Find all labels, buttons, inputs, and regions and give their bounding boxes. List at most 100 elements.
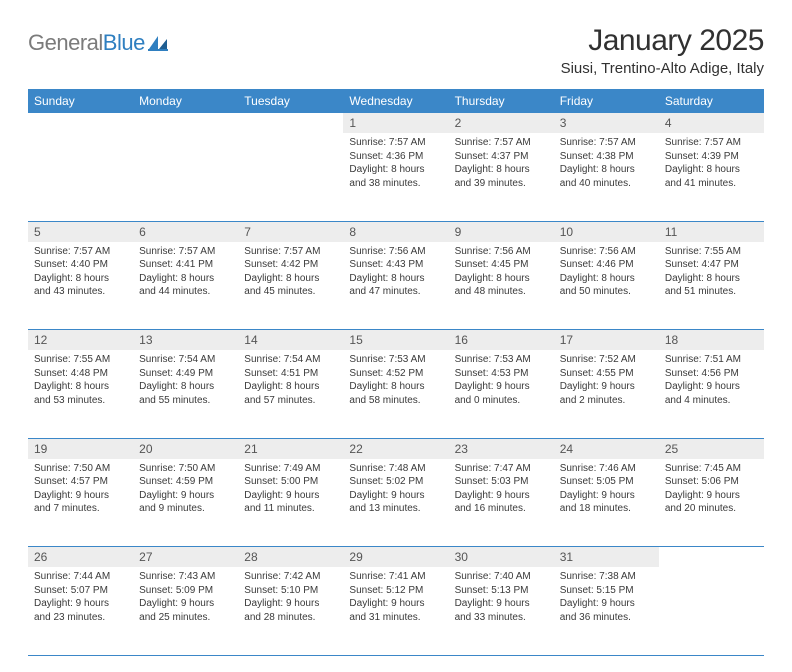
day-number: 13 (133, 330, 238, 351)
day-cell: Sunrise: 7:57 AM Sunset: 4:39 PM Dayligh… (659, 133, 764, 221)
day-detail: Sunrise: 7:44 AM Sunset: 5:07 PM Dayligh… (34, 570, 127, 624)
day-detail: Sunrise: 7:57 AM Sunset: 4:40 PM Dayligh… (34, 245, 127, 299)
weekday-header: Tuesday (238, 89, 343, 113)
day-number: 4 (659, 113, 764, 133)
day-detail: Sunrise: 7:57 AM Sunset: 4:39 PM Dayligh… (665, 136, 758, 190)
day-number: 3 (554, 113, 659, 133)
day-cell: Sunrise: 7:42 AM Sunset: 5:10 PM Dayligh… (238, 567, 343, 655)
brand-logo: GeneralBlue (28, 30, 169, 56)
day-number: 8 (343, 221, 448, 242)
day-detail: Sunrise: 7:48 AM Sunset: 5:02 PM Dayligh… (349, 462, 442, 516)
day-cell: Sunrise: 7:53 AM Sunset: 4:53 PM Dayligh… (449, 350, 554, 438)
day-number: 11 (659, 221, 764, 242)
page-subtitle: Siusi, Trentino-Alto Adige, Italy (561, 60, 764, 77)
day-cell: Sunrise: 7:47 AM Sunset: 5:03 PM Dayligh… (449, 459, 554, 547)
daynum-row: 567891011 (28, 221, 764, 242)
day-cell: Sunrise: 7:57 AM Sunset: 4:42 PM Dayligh… (238, 242, 343, 330)
day-cell: Sunrise: 7:48 AM Sunset: 5:02 PM Dayligh… (343, 459, 448, 547)
daynum-row: 19202122232425 (28, 438, 764, 459)
day-number: 5 (28, 221, 133, 242)
header-right: January 2025 Siusi, Trentino-Alto Adige,… (561, 24, 764, 77)
day-cell: Sunrise: 7:57 AM Sunset: 4:37 PM Dayligh… (449, 133, 554, 221)
page-title: January 2025 (561, 24, 764, 58)
weekday-header: Thursday (449, 89, 554, 113)
day-cell: Sunrise: 7:45 AM Sunset: 5:06 PM Dayligh… (659, 459, 764, 547)
day-number: 14 (238, 330, 343, 351)
day-detail: Sunrise: 7:56 AM Sunset: 4:46 PM Dayligh… (560, 245, 653, 299)
day-cell: Sunrise: 7:38 AM Sunset: 5:15 PM Dayligh… (554, 567, 659, 655)
day-cell: Sunrise: 7:40 AM Sunset: 5:13 PM Dayligh… (449, 567, 554, 655)
day-detail: Sunrise: 7:54 AM Sunset: 4:51 PM Dayligh… (244, 353, 337, 407)
day-number: 17 (554, 330, 659, 351)
calendar-body: 1234Sunrise: 7:57 AM Sunset: 4:36 PM Day… (28, 113, 764, 655)
brand-name: GeneralBlue (28, 30, 145, 56)
week-row: Sunrise: 7:55 AM Sunset: 4:48 PM Dayligh… (28, 350, 764, 438)
day-detail: Sunrise: 7:57 AM Sunset: 4:38 PM Dayligh… (560, 136, 653, 190)
day-cell: Sunrise: 7:57 AM Sunset: 4:36 PM Dayligh… (343, 133, 448, 221)
day-cell: Sunrise: 7:51 AM Sunset: 4:56 PM Dayligh… (659, 350, 764, 438)
week-row: Sunrise: 7:57 AM Sunset: 4:40 PM Dayligh… (28, 242, 764, 330)
weekday-header: Saturday (659, 89, 764, 113)
day-cell: Sunrise: 7:46 AM Sunset: 5:05 PM Dayligh… (554, 459, 659, 547)
day-number: 23 (449, 438, 554, 459)
day-cell: Sunrise: 7:57 AM Sunset: 4:40 PM Dayligh… (28, 242, 133, 330)
day-cell (28, 133, 133, 221)
day-detail: Sunrise: 7:49 AM Sunset: 5:00 PM Dayligh… (244, 462, 337, 516)
day-number: 28 (238, 547, 343, 568)
day-detail: Sunrise: 7:40 AM Sunset: 5:13 PM Dayligh… (455, 570, 548, 624)
day-number (28, 113, 133, 133)
day-number (659, 547, 764, 568)
day-cell: Sunrise: 7:49 AM Sunset: 5:00 PM Dayligh… (238, 459, 343, 547)
daynum-row: 262728293031 (28, 547, 764, 568)
day-number: 29 (343, 547, 448, 568)
day-cell: Sunrise: 7:56 AM Sunset: 4:43 PM Dayligh… (343, 242, 448, 330)
day-cell: Sunrise: 7:43 AM Sunset: 5:09 PM Dayligh… (133, 567, 238, 655)
day-number: 21 (238, 438, 343, 459)
day-detail: Sunrise: 7:54 AM Sunset: 4:49 PM Dayligh… (139, 353, 232, 407)
week-row: Sunrise: 7:57 AM Sunset: 4:36 PM Dayligh… (28, 133, 764, 221)
day-number: 6 (133, 221, 238, 242)
daynum-row: 12131415161718 (28, 330, 764, 351)
day-detail: Sunrise: 7:57 AM Sunset: 4:37 PM Dayligh… (455, 136, 548, 190)
day-detail: Sunrise: 7:43 AM Sunset: 5:09 PM Dayligh… (139, 570, 232, 624)
day-detail: Sunrise: 7:57 AM Sunset: 4:41 PM Dayligh… (139, 245, 232, 299)
day-cell: Sunrise: 7:56 AM Sunset: 4:45 PM Dayligh… (449, 242, 554, 330)
day-detail: Sunrise: 7:50 AM Sunset: 4:59 PM Dayligh… (139, 462, 232, 516)
day-cell: Sunrise: 7:55 AM Sunset: 4:47 PM Dayligh… (659, 242, 764, 330)
day-number: 15 (343, 330, 448, 351)
brand-name-gray: General (28, 30, 103, 55)
day-number: 30 (449, 547, 554, 568)
day-detail: Sunrise: 7:53 AM Sunset: 4:52 PM Dayligh… (349, 353, 442, 407)
day-cell: Sunrise: 7:54 AM Sunset: 4:49 PM Dayligh… (133, 350, 238, 438)
calendar-table: Sunday Monday Tuesday Wednesday Thursday… (28, 89, 764, 656)
day-cell: Sunrise: 7:54 AM Sunset: 4:51 PM Dayligh… (238, 350, 343, 438)
day-detail: Sunrise: 7:46 AM Sunset: 5:05 PM Dayligh… (560, 462, 653, 516)
day-detail: Sunrise: 7:42 AM Sunset: 5:10 PM Dayligh… (244, 570, 337, 624)
day-cell: Sunrise: 7:41 AM Sunset: 5:12 PM Dayligh… (343, 567, 448, 655)
day-detail: Sunrise: 7:57 AM Sunset: 4:36 PM Dayligh… (349, 136, 442, 190)
day-number: 25 (659, 438, 764, 459)
day-number: 22 (343, 438, 448, 459)
day-cell: Sunrise: 7:57 AM Sunset: 4:38 PM Dayligh… (554, 133, 659, 221)
day-cell (238, 133, 343, 221)
day-number: 9 (449, 221, 554, 242)
day-number: 2 (449, 113, 554, 133)
day-detail: Sunrise: 7:56 AM Sunset: 4:45 PM Dayligh… (455, 245, 548, 299)
week-row: Sunrise: 7:50 AM Sunset: 4:57 PM Dayligh… (28, 459, 764, 547)
day-cell (133, 133, 238, 221)
header: GeneralBlue January 2025 Siusi, Trentino… (28, 24, 764, 77)
day-number: 7 (238, 221, 343, 242)
brand-name-blue: Blue (103, 30, 145, 55)
weekday-header-row: Sunday Monday Tuesday Wednesday Thursday… (28, 89, 764, 113)
day-number: 31 (554, 547, 659, 568)
day-detail: Sunrise: 7:51 AM Sunset: 4:56 PM Dayligh… (665, 353, 758, 407)
day-number: 27 (133, 547, 238, 568)
day-number: 10 (554, 221, 659, 242)
day-detail: Sunrise: 7:47 AM Sunset: 5:03 PM Dayligh… (455, 462, 548, 516)
day-detail: Sunrise: 7:38 AM Sunset: 5:15 PM Dayligh… (560, 570, 653, 624)
day-cell: Sunrise: 7:57 AM Sunset: 4:41 PM Dayligh… (133, 242, 238, 330)
day-detail: Sunrise: 7:41 AM Sunset: 5:12 PM Dayligh… (349, 570, 442, 624)
day-number (238, 113, 343, 133)
day-number: 1 (343, 113, 448, 133)
weekday-header: Monday (133, 89, 238, 113)
